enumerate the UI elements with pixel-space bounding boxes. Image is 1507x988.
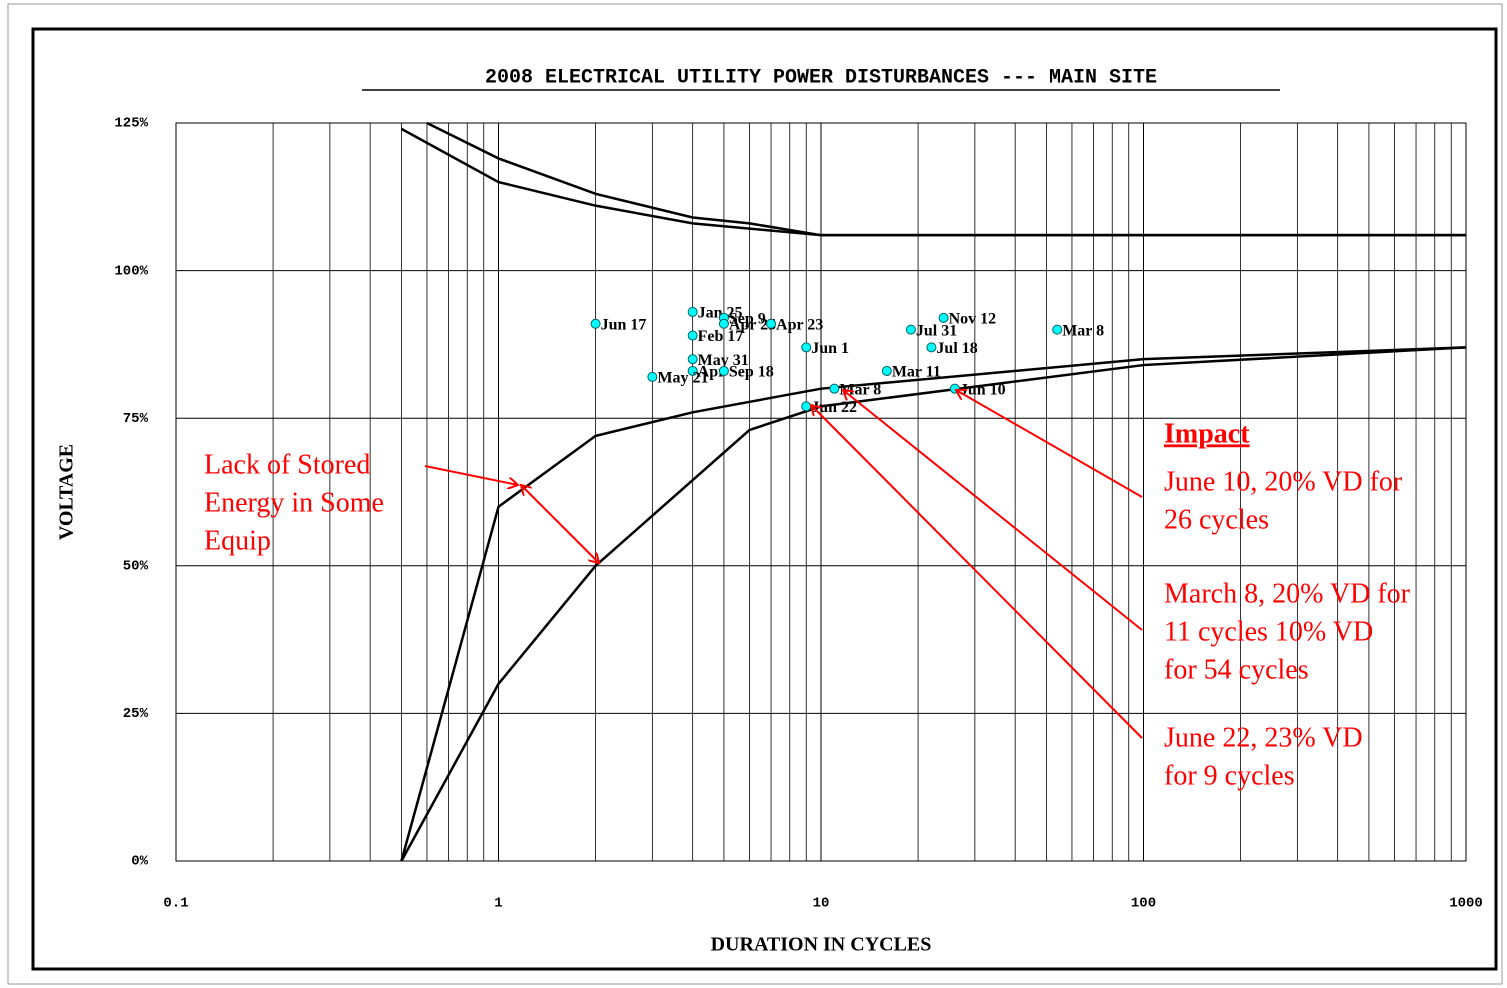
grid: 0.1 1 10 100 1000 0% 25% 50% 75% 100% 125% <box>114 116 1482 912</box>
point-label: Sep 18 <box>729 364 774 381</box>
point-label: Jun 10 <box>960 381 1006 398</box>
annotation-text: for 9 cycles <box>1164 760 1295 791</box>
data-point <box>801 401 812 412</box>
point-label: Mar 11 <box>892 364 941 381</box>
point-label: Mar 8 <box>1062 322 1104 339</box>
point-label: Jun 1 <box>811 340 849 357</box>
point-label: Apr <box>698 364 726 381</box>
annotation-text: Lack of Stored <box>204 449 370 480</box>
point-label: Apr 23 <box>776 316 823 333</box>
data-point <box>926 342 937 353</box>
y-tick-label: 75% <box>123 411 149 427</box>
annotations: Lack of Stored Energy in Some Equip Impact J… <box>204 390 1411 791</box>
curve <box>426 121 1466 237</box>
curve <box>400 346 1467 862</box>
point-label: Mar 8 <box>839 381 881 398</box>
annotation-arrow <box>424 465 518 485</box>
point-label: Jan 25 <box>698 305 743 322</box>
point-label: Feb 17 <box>698 328 744 345</box>
annotation-arrow <box>956 390 1143 498</box>
annotation-text: Equip <box>204 525 271 556</box>
point-label: Nov 12 <box>949 311 997 328</box>
data-point <box>801 342 812 353</box>
data-point <box>687 354 698 365</box>
x-tick-label: 0.1 <box>163 896 188 912</box>
annotation-text: June 22, 23% VD <box>1164 722 1363 753</box>
x-tick-label: 1000 <box>1449 896 1483 912</box>
data-point <box>718 365 729 376</box>
y-tick-label: 100% <box>114 263 148 279</box>
point-label: Jun 22 <box>811 399 857 416</box>
data-point <box>938 312 949 323</box>
data-point <box>829 383 840 394</box>
x-tick-label: 10 <box>813 896 830 912</box>
annotation-text: Energy in Some <box>204 487 384 518</box>
point-label: Apr 25 <box>729 316 776 333</box>
page-border <box>7 3 1503 985</box>
data-point <box>766 318 777 329</box>
annotation-text: March 8, 20% VD for <box>1164 578 1411 609</box>
point-label: Jun 17 <box>601 316 647 333</box>
data-point <box>590 318 601 329</box>
chart-frame <box>31 27 1498 971</box>
data-point <box>687 365 698 376</box>
x-axis-label: DURATION IN CYCLES <box>711 934 932 956</box>
y-tick-label: 25% <box>123 706 149 722</box>
y-axis-label: VOLTAGE <box>56 444 78 540</box>
annotation-arrow <box>521 485 599 563</box>
data-point <box>687 330 698 341</box>
data-point <box>881 365 892 376</box>
y-tick-label: 50% <box>123 559 149 575</box>
curve <box>400 346 1467 862</box>
x-tick-label: 100 <box>1131 896 1156 912</box>
annotation-text: 26 cycles <box>1164 504 1269 535</box>
annotation-arrow <box>811 405 1143 739</box>
point-label: May 31 <box>698 352 749 369</box>
point-label: Jul 18 <box>936 340 977 357</box>
point-label: Jul 31 <box>916 322 957 339</box>
data-point <box>647 371 658 382</box>
annotation-text: for 54 cycles <box>1164 654 1309 685</box>
curves <box>400 121 1467 862</box>
annotation-title: Impact <box>1164 418 1250 449</box>
data-point <box>687 306 698 317</box>
x-tick-label: 1 <box>494 896 502 912</box>
chart-title: 2008 ELECTRICAL UTILITY POWER DISTURBANC… <box>485 66 1157 89</box>
point-label: May 21 <box>657 370 708 387</box>
annotation-arrow <box>843 390 1143 631</box>
data-point <box>718 318 729 329</box>
annotation-text: June 10, 20% VD for <box>1164 466 1403 497</box>
data-point <box>1052 324 1063 335</box>
point-label: Sep 9 <box>729 311 766 328</box>
data-point <box>905 324 916 335</box>
annotation-text: 11 cycles 10% VD <box>1164 616 1373 647</box>
y-tick-label: 125% <box>114 116 148 132</box>
y-tick-label: 0% <box>131 854 148 870</box>
